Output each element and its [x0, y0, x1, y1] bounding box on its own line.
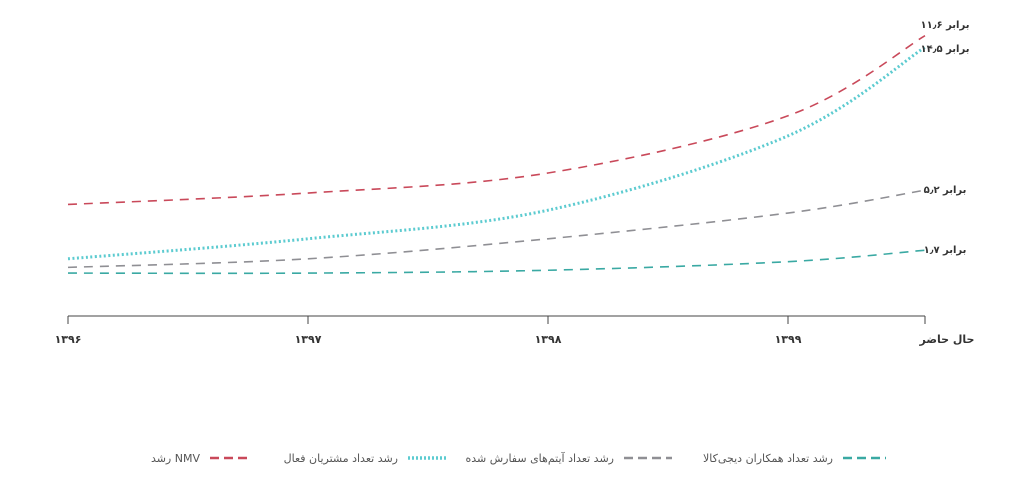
- series-line: [67, 249, 926, 275]
- x-tick-label: حال حاضر: [919, 333, 975, 346]
- series-end-label: ۱۱٫۶ برابر: [921, 20, 970, 31]
- legend-label: رشد تعداد مشتریان فعال: [284, 452, 398, 465]
- x-tick-label: ۱۳۹۷: [295, 333, 322, 346]
- legend-label: رشد تعداد همکاران دیجی‌کالا: [703, 452, 833, 465]
- series-line: [67, 45, 926, 261]
- legend-label: رشد تعداد آیتم‌های سفارش شده: [465, 451, 614, 465]
- series-end-label: ۱٫۷ برابر: [924, 245, 967, 256]
- series-line: [67, 189, 926, 269]
- series-end-label: ۵٫۲ برابر: [924, 185, 967, 196]
- x-tick-label: ۱۳۹۹: [775, 333, 802, 346]
- legend-label: رشد NMV: [151, 452, 201, 465]
- series-end-label: ۱۴٫۵ برابر: [921, 44, 970, 55]
- series-line: [67, 35, 926, 206]
- x-tick-label: ۱۳۹۸: [535, 333, 562, 346]
- x-tick-label: ۱۳۹۶: [55, 333, 82, 346]
